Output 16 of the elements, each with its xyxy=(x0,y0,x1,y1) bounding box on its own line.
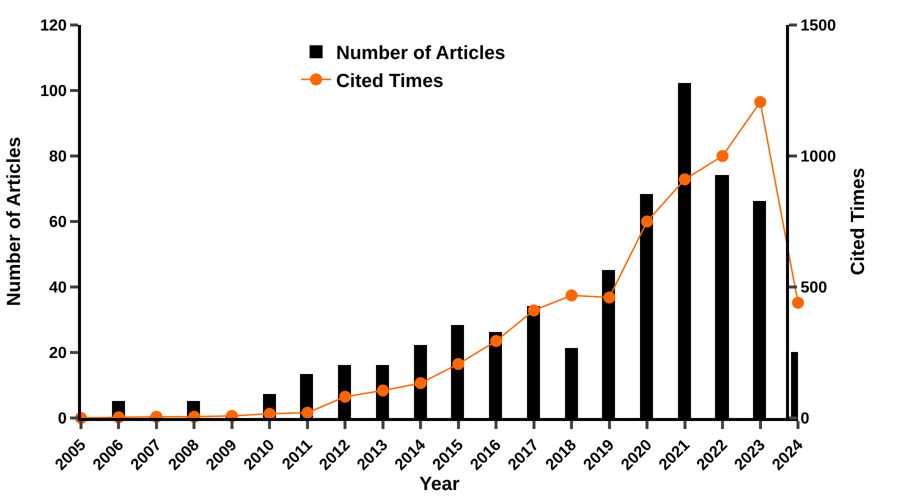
legend-label: Number of Articles xyxy=(336,43,506,64)
y2-tick-label: 1500 xyxy=(800,18,836,35)
y-axis-title: Number of Articles xyxy=(4,136,25,306)
y-tick-label: 120 xyxy=(40,18,67,35)
y2-tick-label: 1000 xyxy=(800,148,836,166)
y2-tick-label: 500 xyxy=(800,280,828,297)
y2-tick-label: 0 xyxy=(800,410,810,428)
y-tick-label: 0 xyxy=(58,410,67,428)
y-tick-label: 20 xyxy=(49,345,67,362)
y-tick-label: 40 xyxy=(49,280,67,297)
y-tick-label: 60 xyxy=(49,214,67,232)
y2-axis-title: Cited Times xyxy=(848,168,869,276)
y-tick-label: 100 xyxy=(40,83,67,100)
y-tick-label: 80 xyxy=(49,148,67,166)
legend-label: Cited Times xyxy=(336,70,444,92)
x-axis-title: Year xyxy=(419,474,460,495)
